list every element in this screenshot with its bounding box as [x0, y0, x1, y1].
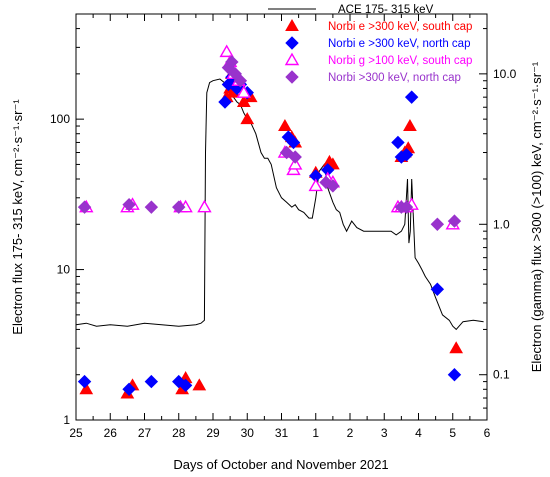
legend-label: Norbi >300 keV, north cap	[328, 72, 461, 84]
data-point	[430, 217, 445, 231]
data-point	[233, 74, 248, 88]
series-4	[77, 55, 462, 231]
legend-entry: Norbi e >300 keV, south cap	[285, 18, 472, 33]
y-axis-label-left: Electron flux 175- 315 keV, cm⁻²·s⁻¹·sr⁻…	[10, 99, 25, 335]
data-point	[447, 368, 462, 382]
data-point	[197, 199, 212, 213]
axes-ticks: 25 26 27 28 29 30 31 1 2 3 4 5 6 1 10 100 0.1 1.0 10.0	[50, 13, 517, 440]
data-point	[122, 197, 136, 212]
x-tick-label: 5	[449, 426, 456, 440]
left-y-tick-label: 1	[63, 413, 70, 427]
data-point	[308, 178, 323, 192]
x-tick-label: 25	[69, 426, 83, 440]
data-point	[225, 55, 239, 69]
data-point	[449, 341, 464, 354]
legend-entry: Norbi e >300 keV, north cap	[285, 36, 470, 50]
legend-label: Norbi g >100 keV, south cap	[328, 55, 472, 67]
x-tick-label: 6	[484, 426, 491, 440]
legend-marker-swatch	[285, 18, 299, 31]
data-point	[144, 374, 159, 389]
legend: ACE 175- 315 keV Norbi e >300 keV, south …	[268, 4, 472, 84]
data-point	[218, 95, 232, 109]
ace-flux-line	[75, 78, 484, 331]
data-point	[399, 200, 414, 214]
data-point	[430, 282, 445, 296]
series-0	[75, 78, 484, 331]
x-tick-label: 27	[138, 426, 152, 440]
legend-label: Norbi e >300 keV, south cap	[328, 21, 472, 33]
data-point	[403, 119, 417, 132]
data-point	[404, 90, 419, 104]
data-point	[286, 135, 301, 150]
legend-marker-swatch	[285, 70, 299, 84]
right-y-tick-label: 0.1	[493, 368, 510, 382]
legend-entry: Norbi >300 keV, north cap	[285, 70, 461, 84]
x-tick-label: 1	[312, 426, 319, 440]
x-tick-label: 28	[172, 426, 186, 440]
data-point	[326, 179, 340, 193]
data-point	[278, 119, 292, 132]
legend-marker-swatch	[284, 52, 300, 66]
right-y-tick-label: 1.0	[493, 217, 510, 231]
data-point	[192, 378, 207, 391]
data-point	[288, 150, 302, 164]
data-point	[240, 112, 255, 125]
x-tick-label: 31	[275, 426, 289, 440]
legend-marker-swatch	[285, 36, 299, 50]
legend-entry: Norbi g >100 keV, south cap	[284, 52, 472, 67]
x-tick-label: 3	[381, 426, 388, 440]
data-point	[79, 382, 94, 395]
x-tick-label: 29	[206, 426, 220, 440]
data-point	[178, 378, 193, 393]
data-point	[391, 135, 405, 150]
data-point	[122, 382, 136, 397]
data-point	[399, 148, 414, 162]
data-point	[172, 200, 186, 214]
left-y-tick-label: 100	[50, 112, 70, 126]
data-point	[447, 214, 462, 228]
series-layer	[75, 44, 484, 399]
data-point	[279, 145, 294, 160]
data-point	[219, 44, 234, 58]
x-tick-label: 30	[241, 426, 255, 440]
legend-label: Norbi e >300 keV, north cap	[328, 38, 470, 50]
right-y-tick-label: 10.0	[493, 67, 517, 81]
x-axis-label: Days of October and November 2021	[173, 457, 388, 472]
legend-label: ACE 175- 315 keV	[338, 4, 434, 16]
legend-entry: ACE 175- 315 keV	[268, 4, 434, 16]
x-tick-label: 4	[415, 426, 422, 440]
x-tick-label: 26	[104, 426, 118, 440]
y-axis-label-right: Electron (gamma) flux >300 (>100) keV, c…	[529, 61, 544, 372]
data-point	[236, 85, 252, 98]
left-y-tick-label: 10	[57, 263, 71, 277]
data-point	[77, 374, 92, 389]
x-tick-label: 2	[347, 426, 354, 440]
data-point	[77, 200, 92, 214]
plot-area	[75, 13, 488, 421]
data-point	[144, 200, 159, 214]
